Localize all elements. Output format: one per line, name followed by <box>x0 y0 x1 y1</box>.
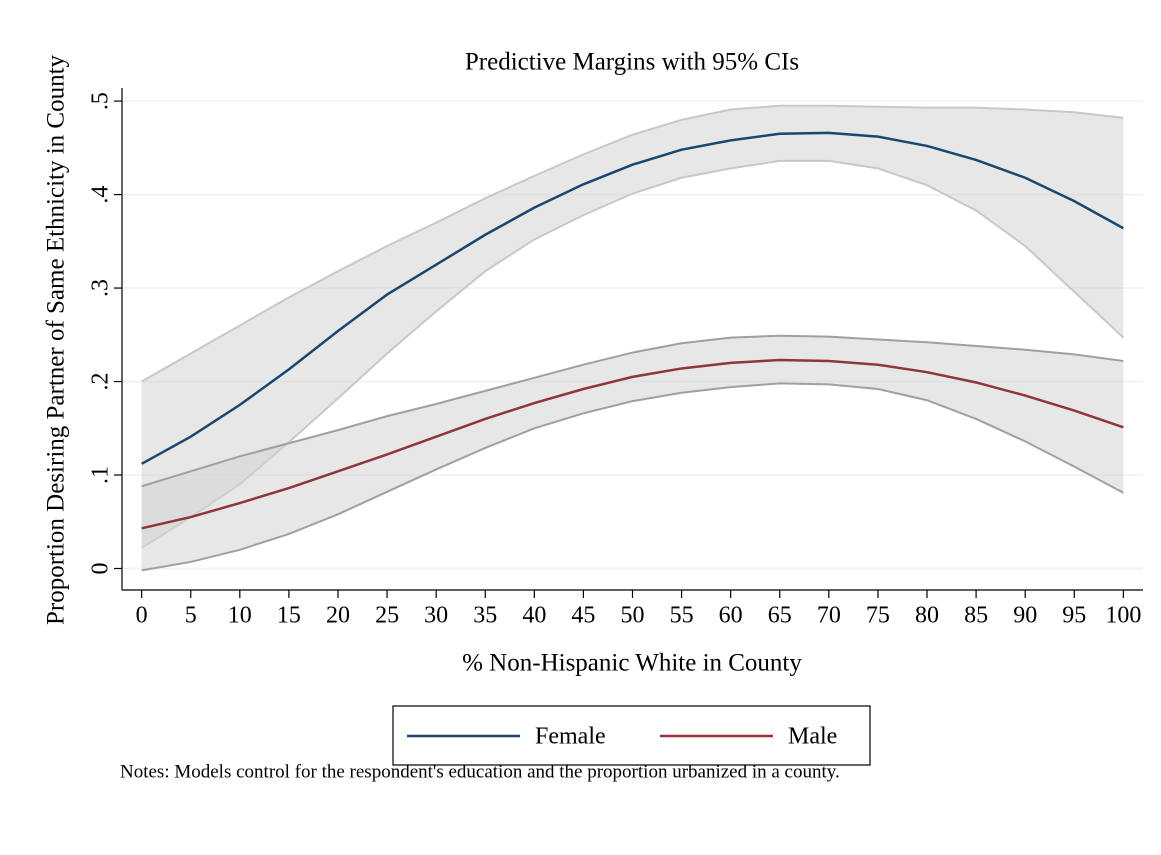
y-tick-label: .4 <box>88 186 114 204</box>
legend-label: Female <box>535 724 606 750</box>
x-tick-label: 50 <box>621 603 645 629</box>
x-tick-label: 60 <box>719 603 743 629</box>
y-tick-label: .3 <box>88 279 114 297</box>
ci-band <box>141 335 1124 571</box>
note: Notes: Models control for the respondent… <box>120 761 840 782</box>
x-tick-label: 5 <box>185 603 197 629</box>
x-tick-label: 75 <box>866 603 890 629</box>
x-tick-label: 100 <box>1105 603 1141 629</box>
y-tick-label: .1 <box>88 466 114 484</box>
x-tick-label: 15 <box>277 603 301 629</box>
legend-label: Male <box>788 724 837 750</box>
ci-upper <box>141 334 1124 488</box>
x-tick-label: 85 <box>964 603 988 629</box>
ci-lower <box>141 382 1124 572</box>
y-axis-title: Proportion Desiring Partner of Same Ethn… <box>43 54 70 625</box>
x-tick-label: 70 <box>817 603 841 629</box>
ci-band <box>141 105 1124 548</box>
x-tick-label: 40 <box>522 603 546 629</box>
x-tick-label: 30 <box>424 603 448 629</box>
ci-lower <box>141 159 1125 549</box>
ci-upper <box>141 104 1124 383</box>
x-tick-label: 45 <box>571 603 595 629</box>
x-tick-label: 95 <box>1062 603 1086 629</box>
y-tick-label: .2 <box>88 373 114 391</box>
x-tick-label: 10 <box>228 603 252 629</box>
x-tick-label: 0 <box>136 603 148 629</box>
x-tick-label: 90 <box>1013 603 1037 629</box>
y-tick-label: 0 <box>88 562 114 574</box>
chart-title: Predictive Margins with 95% CIs <box>465 49 799 76</box>
x-tick-label: 20 <box>326 603 350 629</box>
x-tick-label: 35 <box>473 603 497 629</box>
series-line <box>141 131 1124 465</box>
x-tick-label: 65 <box>768 603 792 629</box>
x-tick-label: 80 <box>915 603 939 629</box>
x-tick-label: 55 <box>670 603 694 629</box>
x-tick-label: 25 <box>375 603 399 629</box>
series-line <box>141 358 1124 530</box>
x-axis-title: % Non-Hispanic White in County <box>462 650 802 677</box>
y-tick-label: .5 <box>88 92 114 110</box>
